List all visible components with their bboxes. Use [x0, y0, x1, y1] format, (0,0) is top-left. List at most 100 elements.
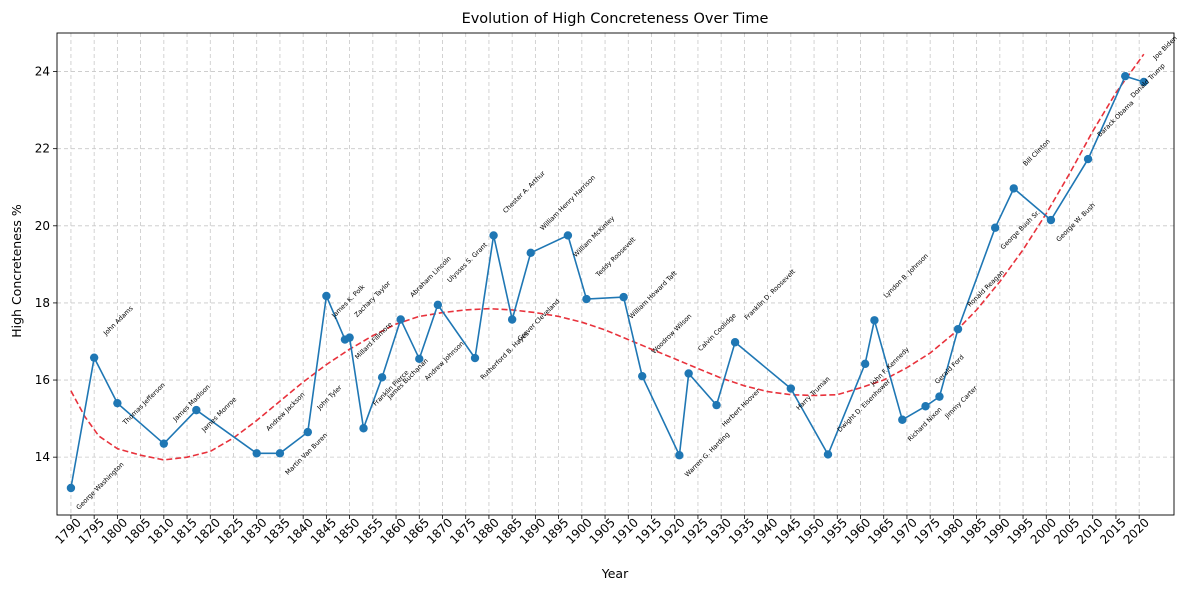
point-annotation: Thomas Jefferson [120, 381, 166, 427]
point-annotation: John Adams [101, 304, 135, 338]
data-point [684, 369, 693, 378]
point-annotation: Warren G. Harding [683, 431, 731, 479]
point-annotation: Richard Nixon [906, 406, 944, 444]
point-annotation: William Howard Taft [627, 269, 679, 321]
x-tick-label: 2005 [1051, 515, 1082, 546]
y-tick-label: 20 [35, 219, 50, 233]
x-tick-label: 1845 [308, 515, 339, 546]
point-annotation: Jimmy Carter [943, 384, 980, 421]
point-annotation: Grover Cleveland [516, 297, 562, 343]
x-tick-label: 1835 [261, 515, 292, 546]
data-point [66, 483, 76, 493]
y-tick-label: 14 [35, 450, 50, 464]
data-point [159, 439, 169, 448]
point-annotation: William Henry Harrison [538, 174, 597, 233]
x-tick-label: 1895 [540, 515, 571, 546]
x-tick-label: 1995 [1004, 515, 1035, 546]
data-point [415, 354, 424, 364]
data-point [921, 402, 930, 411]
x-tick-label: 1805 [122, 515, 153, 546]
x-tick-label: 1870 [424, 515, 455, 546]
data-point [1046, 215, 1056, 225]
point-annotation: Lyndon B. Johnson [882, 252, 930, 300]
point-annotation: George Washington [75, 461, 126, 512]
x-tick-label: 1925 [679, 515, 710, 546]
x-tick-label: 1885 [494, 515, 525, 546]
x-tick-label: 1930 [703, 515, 734, 546]
x-tick-label: 1955 [819, 515, 850, 546]
x-tick-label: 1920 [656, 515, 687, 546]
x-tick-label: 2010 [1074, 515, 1105, 546]
data-point [638, 371, 647, 381]
data-point [860, 359, 870, 369]
x-tick-label: 2000 [1028, 515, 1059, 546]
x-tick-label: 1910 [610, 515, 641, 546]
x-tick-label: 1840 [285, 515, 316, 546]
data-point [113, 398, 122, 408]
data-point [303, 427, 313, 437]
plot-frame [56, 32, 1175, 516]
y-axis-label: High Concreteness % [9, 204, 24, 338]
data-point [712, 400, 721, 410]
x-tick-label: 1960 [842, 515, 873, 546]
x-axis-label: Year [601, 566, 629, 581]
data-point [377, 373, 387, 382]
data-point [192, 405, 201, 415]
y-tick-label: 22 [35, 142, 50, 156]
data-point [990, 223, 1000, 232]
x-tick-label: 1810 [145, 515, 176, 546]
x-tick-label: 1860 [377, 515, 408, 546]
point-annotation: Calvin Coolidge [696, 312, 737, 353]
point-annotation: Joe Biden [1151, 34, 1179, 62]
point-annotation: Martin Van Buren [284, 431, 329, 476]
x-tick-label: 1980 [935, 515, 966, 546]
data-series [66, 71, 1149, 493]
data-point [1009, 184, 1018, 193]
x-tick-label: 1890 [517, 515, 548, 546]
data-point [507, 315, 517, 324]
data-point [526, 248, 535, 257]
data-point [89, 353, 99, 362]
x-tick-label: 1865 [401, 515, 432, 546]
x-tick-label: 1950 [795, 515, 826, 546]
x-tick-label: 2015 [1097, 515, 1128, 546]
x-tick-label: 1985 [958, 515, 989, 546]
x-tick-label: 1915 [633, 515, 664, 546]
x-tick-label: 1855 [354, 515, 385, 546]
point-annotation: George W. Bush [1055, 201, 1097, 243]
data-point [898, 415, 907, 424]
point-annotation: Woodrow Wilson [650, 312, 693, 355]
x-tick-label: 1940 [749, 515, 780, 546]
point-annotation: Chester A. Arthur [501, 169, 547, 215]
point-annotation: Bill Clinton [1022, 138, 1052, 168]
x-tick-label: 1820 [192, 515, 223, 546]
point-annotation: James Buchanan [385, 357, 430, 402]
point-annotation: Andrew Johnson [423, 340, 466, 383]
data-point [433, 300, 443, 310]
data-point [730, 338, 740, 347]
chart-title: Evolution of High Concreteness Over Time [462, 11, 769, 27]
x-tick-label: 1945 [772, 515, 803, 546]
point-annotation: Herbert Hoover [720, 387, 761, 428]
x-tick-label: 2020 [1121, 515, 1152, 546]
x-tick-label: 1795 [76, 515, 107, 546]
data-point [275, 449, 285, 458]
y-tick-label: 18 [35, 296, 50, 310]
grid [57, 33, 1174, 515]
data-point [359, 424, 368, 433]
point-annotation: Franklin Pierce [371, 369, 410, 408]
x-tick-label: 1790 [52, 515, 83, 546]
data-point [322, 291, 331, 301]
data-point [1121, 71, 1130, 81]
y-tick-label: 16 [35, 373, 50, 387]
x-tick-label: 1815 [168, 515, 199, 546]
point-annotation: Millard Fillmore [353, 321, 394, 362]
data-point [396, 315, 405, 324]
data-point [935, 392, 944, 401]
y-tick-label: 24 [35, 65, 50, 79]
x-tick-label: 1875 [447, 515, 478, 546]
data-point [786, 384, 796, 393]
data-point [1139, 77, 1149, 87]
point-annotation: Harry Truman [795, 375, 832, 412]
data-point [823, 450, 833, 459]
